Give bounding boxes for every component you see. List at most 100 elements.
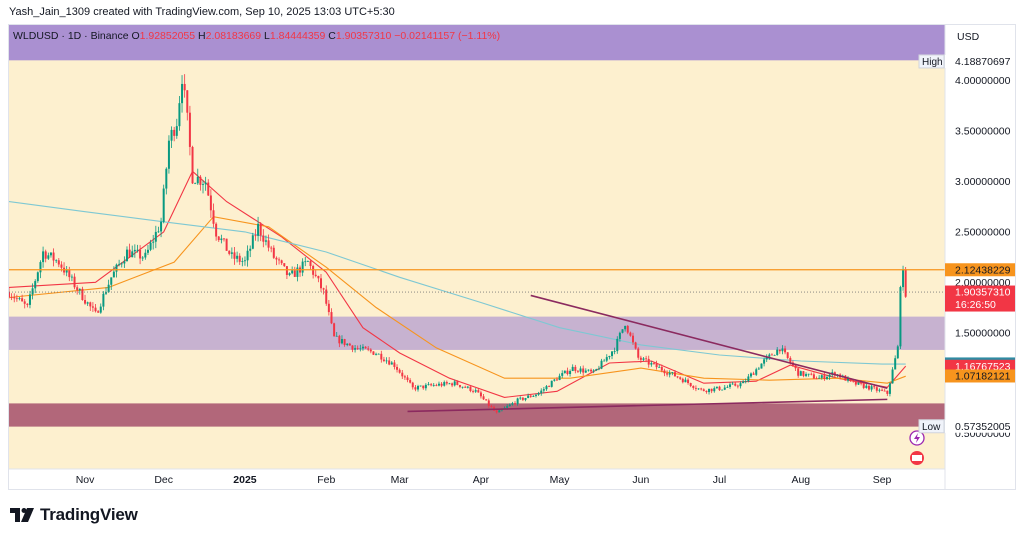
candle-body — [377, 353, 380, 355]
candle-body — [587, 369, 590, 371]
candle-body — [527, 395, 530, 399]
candle-body — [632, 335, 634, 343]
candle-body — [115, 264, 118, 272]
candle-body — [86, 302, 89, 304]
candle-body — [175, 126, 178, 136]
candle-body — [705, 390, 708, 393]
candle-body — [291, 270, 294, 274]
candle-body — [605, 357, 608, 361]
candle-body — [718, 386, 721, 391]
candle-body — [540, 390, 543, 394]
candle-body — [194, 183, 197, 185]
candle-body — [477, 390, 480, 393]
candle-body — [584, 370, 587, 373]
candle-body — [267, 240, 270, 248]
candle-body — [367, 348, 370, 350]
candle-body — [419, 385, 422, 387]
candle-body — [603, 360, 606, 362]
candle-body — [380, 353, 383, 360]
currency-label: USD — [957, 31, 980, 43]
candle-body — [757, 368, 760, 370]
candle-body — [734, 383, 737, 386]
candle-body — [742, 381, 745, 384]
candle-body — [647, 358, 650, 365]
candle-body — [789, 357, 792, 363]
price-chart[interactable]: USD 4.00000000 3.50000000 3.00000000 2.50000… — [9, 25, 1015, 489]
symbol-legend: WLDUSD · 1D · Binance O1.92852055 H2.081… — [13, 30, 500, 42]
candle-body — [220, 238, 223, 241]
candle-body — [78, 288, 81, 291]
candle-body — [55, 260, 58, 262]
candle-body — [102, 293, 105, 307]
candle-body — [361, 346, 364, 349]
candle-body — [600, 360, 603, 369]
candle-body — [251, 235, 254, 249]
candle-body — [97, 311, 100, 313]
candle-body — [697, 388, 700, 390]
candle-body — [550, 380, 553, 387]
candle-body — [26, 303, 29, 305]
candle-body — [655, 363, 658, 368]
candle-body — [582, 368, 585, 373]
candle-body — [170, 129, 173, 141]
candle-body — [236, 255, 239, 259]
candle-body — [432, 385, 435, 386]
low-tag-box — [918, 419, 945, 434]
candle-body — [162, 188, 165, 222]
candle-body — [285, 266, 288, 275]
candle-body — [482, 396, 485, 400]
support-zone — [9, 403, 945, 427]
candle-body — [558, 375, 561, 381]
candle-body — [382, 359, 385, 361]
resistance-zone-0 — [9, 25, 945, 61]
candle-body — [514, 403, 517, 404]
candle-body — [270, 247, 273, 249]
candle-body — [555, 379, 558, 381]
time-tick-label: Jul — [713, 474, 726, 486]
time-tick-label: Nov — [76, 474, 95, 486]
candle-body — [597, 368, 600, 370]
candle-body — [91, 306, 94, 308]
candle-body — [325, 289, 328, 304]
candle-body — [618, 332, 621, 339]
candle-body — [881, 389, 884, 391]
candle-body — [673, 372, 676, 377]
candle-body — [807, 373, 810, 375]
candle-body — [611, 351, 614, 357]
candle-body — [149, 242, 152, 250]
high-price-value: 4.18870697 — [955, 56, 1011, 68]
candle-body — [799, 371, 802, 376]
candle-body — [797, 368, 800, 376]
candle-body — [131, 251, 134, 258]
candle-body — [89, 302, 92, 307]
candle-body — [865, 385, 868, 388]
candle-body — [642, 358, 645, 360]
candle-body — [666, 373, 669, 375]
moving-average-1 — [9, 216, 906, 384]
candle-body — [634, 342, 637, 349]
candle-body — [692, 386, 695, 388]
candle-body — [39, 262, 42, 273]
candle-body — [437, 383, 440, 386]
chart-frame[interactable]: USD 4.00000000 3.50000000 3.00000000 2.50000… — [8, 24, 1016, 490]
candle-body — [47, 255, 50, 259]
candle-body — [778, 349, 781, 352]
candle-body — [21, 298, 24, 302]
candle-body — [254, 235, 257, 237]
candle-body — [70, 276, 73, 278]
candle-body — [296, 267, 299, 277]
candle-body — [786, 352, 789, 358]
time-axis: Nov Dec 2025 Feb Mar Apr May Jun Jul Aug Sep — [76, 474, 892, 486]
time-tick-label: May — [550, 474, 571, 486]
candle-body — [487, 400, 490, 406]
candle-body — [13, 297, 16, 299]
candle-body — [76, 287, 79, 291]
candle-body — [144, 252, 147, 258]
price-axis-background — [945, 25, 1015, 489]
candle-body — [810, 373, 813, 375]
candle-body — [440, 383, 443, 386]
candle-body — [629, 332, 632, 336]
candle-body — [902, 269, 905, 288]
candle-body — [451, 383, 454, 386]
candle-body — [710, 388, 713, 392]
